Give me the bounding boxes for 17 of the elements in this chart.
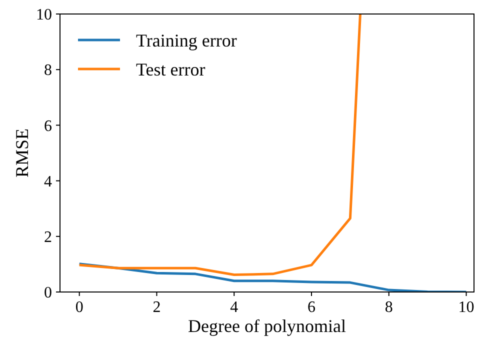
x-tick-label: 10 — [458, 299, 474, 316]
x-tick-label: 4 — [230, 299, 238, 316]
y-axis-title: RMSE — [12, 128, 32, 178]
y-tick-label: 0 — [44, 284, 52, 302]
y-tick-label: 2 — [44, 229, 52, 246]
y-tick-label: 6 — [44, 118, 52, 135]
y-tick-label: 10 — [36, 6, 52, 24]
x-tick-label: 6 — [307, 299, 316, 316]
y-tick-label: 4 — [44, 173, 52, 190]
x-tick-label: 0 — [75, 299, 84, 316]
legend-label: Training error — [136, 30, 237, 50]
y-tick-label: 8 — [44, 62, 52, 80]
legend-label: Test error — [136, 59, 206, 80]
x-axis-title: Degree of polynomial — [188, 316, 346, 336]
x-tick-label: 2 — [152, 299, 161, 316]
line-series — [78, 14, 362, 276]
x-tick-label: 8 — [384, 299, 393, 316]
